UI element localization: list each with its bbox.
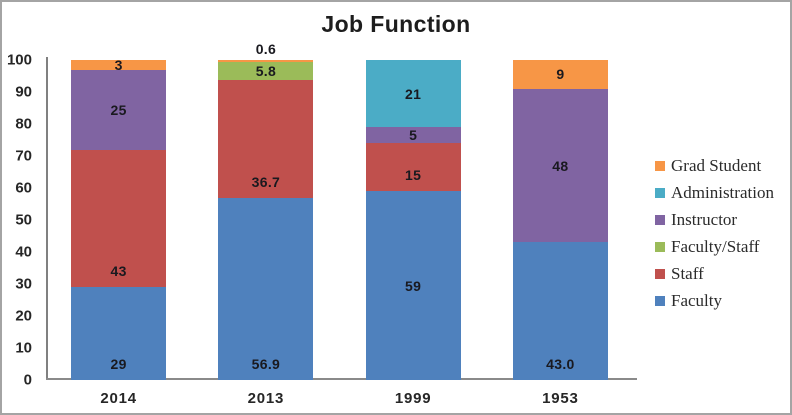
x-tick-label: 1953 xyxy=(542,390,579,407)
legend-item[interactable]: Faculty xyxy=(655,287,774,314)
bar-segment-label: 56.9 xyxy=(251,356,281,372)
bar-segment-label: 43.0 xyxy=(546,356,575,372)
bar-segment[interactable] xyxy=(365,127,461,144)
legend-item[interactable]: Faculty/Staff xyxy=(655,233,774,260)
legend-item[interactable]: Instructor xyxy=(655,206,774,233)
y-tick-label: 70 xyxy=(15,147,32,165)
legend-label: Instructor xyxy=(671,209,738,229)
x-tick-label: 1999 xyxy=(394,390,432,407)
bar-segment[interactable] xyxy=(71,60,167,70)
y-tick-label: 90 xyxy=(15,83,32,101)
bar-segment[interactable] xyxy=(71,149,167,288)
y-tick-label: 50 xyxy=(15,211,32,229)
legend-label: Staff xyxy=(671,263,704,283)
bar-segment-label: 9 xyxy=(556,66,565,83)
legend-swatch-icon xyxy=(655,295,665,306)
legend: Grad Student Administration Instructor Facu… xyxy=(655,152,774,314)
bar-segment[interactable] xyxy=(218,61,314,81)
bar-segment[interactable] xyxy=(512,88,608,243)
bar-segment[interactable] xyxy=(71,287,167,380)
y-tick-label: 40 xyxy=(15,243,32,261)
bar-segment[interactable] xyxy=(218,197,314,380)
y-tick-label: 10 xyxy=(15,339,32,357)
bar-segment-label: 5.8 xyxy=(255,63,277,80)
bar-segment[interactable] xyxy=(512,60,608,89)
bar-segment[interactable] xyxy=(71,69,167,150)
x-tick-label: 2014 xyxy=(100,390,137,407)
bar-segment-label: 5 xyxy=(409,127,418,144)
legend-swatch-icon xyxy=(655,187,665,198)
legend-item[interactable]: Grad Student xyxy=(655,152,774,179)
chart-title: Job Function xyxy=(321,11,471,37)
legend-item[interactable]: Administration xyxy=(655,179,774,206)
y-tick-label: 100 xyxy=(6,51,32,69)
legend-swatch-icon xyxy=(655,214,665,225)
bar-segment-label: 3 xyxy=(114,56,123,73)
legend-label: Faculty xyxy=(671,290,722,310)
bar-segment[interactable] xyxy=(365,60,461,128)
y-tick-label: 80 xyxy=(15,115,32,133)
bar-segment-label: 29 xyxy=(110,356,127,372)
legend-label: Grad Student xyxy=(671,155,762,175)
legend-item[interactable]: Staff xyxy=(655,260,774,287)
y-tick-label: 60 xyxy=(15,179,32,197)
y-axis-line xyxy=(46,57,48,379)
legend-label: Faculty/Staff xyxy=(671,236,760,256)
bar-segment[interactable] xyxy=(218,80,314,198)
bar-segment-label: 36.7 xyxy=(251,173,281,190)
x-axis-line xyxy=(46,378,637,380)
bar-segment-label: 48 xyxy=(552,157,569,174)
legend-swatch-icon xyxy=(655,268,665,279)
x-tick-label: 2013 xyxy=(247,390,285,407)
bar-segment[interactable] xyxy=(365,143,461,192)
y-tick-label: 0 xyxy=(23,371,32,389)
legend-swatch-icon xyxy=(655,160,665,171)
bar-segment-label: 25 xyxy=(110,101,127,118)
bar-segment-label: 21 xyxy=(405,85,422,102)
bar-segment[interactable] xyxy=(218,60,314,62)
bar-segment[interactable] xyxy=(512,242,608,380)
bar-segment-label: 59 xyxy=(405,277,422,294)
legend-swatch-icon xyxy=(655,241,665,252)
bar-segment[interactable] xyxy=(365,191,461,380)
bar-segment-label: 0.6 xyxy=(255,41,277,57)
bar-segment-label: 15 xyxy=(405,167,422,184)
legend-label: Administration xyxy=(671,182,774,202)
bar-segment-label: 43 xyxy=(110,263,127,280)
y-tick-label: 20 xyxy=(15,307,32,325)
y-tick-label: 30 xyxy=(15,275,32,293)
